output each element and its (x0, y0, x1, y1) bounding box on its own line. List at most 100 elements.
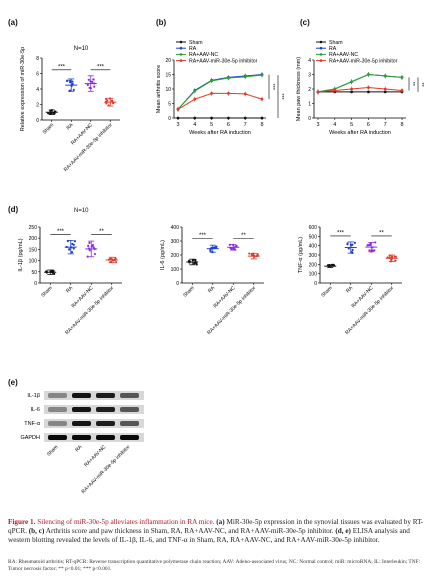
y-tick-label: 0 (176, 281, 179, 287)
y-tick-label: 3 (308, 73, 311, 79)
x-tick-label: 3 (176, 122, 179, 128)
legend-label: RA+AAV-miR-30e-5p inhibitor (189, 58, 258, 64)
blot-strip (44, 419, 144, 428)
y-axis-label: IL-1β (pg/mL) (18, 238, 24, 271)
caption-figure-label: Figure 1. (8, 518, 36, 526)
data-point (66, 79, 69, 82)
significance-label: *** (58, 64, 66, 70)
x-tick-label: 8 (260, 122, 263, 128)
significance-label: ** (379, 230, 384, 236)
series-point (210, 116, 213, 120)
data-point (104, 97, 108, 100)
y-tick-label: 0 (168, 116, 171, 122)
x-tick-label: Sham (42, 122, 55, 135)
data-point (72, 247, 75, 250)
data-point (351, 248, 354, 252)
significance-label: ** (99, 229, 104, 235)
y-axis-label: TNF-α (pg/mL) (298, 237, 304, 273)
panel-c-letter: (c) (300, 18, 310, 27)
data-point (73, 240, 77, 243)
series-line (317, 87, 403, 93)
legend-label: Sham (189, 40, 203, 46)
y-axis-label: Relative expression of miR-30e-5p (20, 47, 26, 131)
legend-marker (319, 59, 323, 62)
y-tick-label: 150 (29, 247, 38, 253)
y-tick-label: 100 (309, 272, 318, 278)
y-tick-label: 100 (171, 267, 180, 273)
caption-text-a: MiR-30e-5p expression in the synovial ti… (8, 518, 424, 535)
data-point (91, 243, 95, 247)
data-point (371, 249, 374, 252)
data-point (86, 255, 89, 258)
data-point (115, 261, 118, 264)
significance-label: ** (241, 233, 246, 239)
x-tick-label: RA (66, 122, 76, 132)
x-tick-label: 7 (244, 122, 247, 128)
blot-band (72, 435, 91, 440)
y-axis-label: IL-6 (pg/mL) (160, 240, 166, 270)
data-point (373, 249, 376, 252)
x-tick-label: 8 (400, 122, 403, 128)
panel-d-n-label: N=10 (74, 208, 89, 214)
data-point (71, 242, 74, 246)
y-tick-label: 300 (171, 239, 180, 245)
data-point (350, 250, 353, 254)
data-point (87, 78, 90, 81)
y-axis-label: Mean paw thickness (mm) (296, 57, 302, 121)
series-point (367, 90, 370, 94)
data-point (70, 251, 74, 254)
significance-label: *** (57, 229, 65, 235)
data-point (394, 255, 397, 258)
y-tick-label: 5 (168, 102, 171, 108)
x-tick-label: 6 (367, 122, 370, 128)
y-tick-label: 200 (171, 253, 180, 259)
blot-band (120, 435, 139, 440)
data-point (374, 241, 377, 244)
y-tick-label: 10 (165, 87, 171, 93)
y-tick-label: 500 (309, 234, 318, 240)
lane-label: RA (74, 444, 84, 454)
significance-label: ** (418, 83, 424, 88)
x-tick-label: RA (65, 285, 75, 295)
data-point (93, 85, 96, 88)
data-point (69, 79, 72, 82)
blot-strip (44, 433, 144, 442)
blot-band (96, 435, 115, 440)
x-tick-label: 4 (193, 122, 196, 128)
data-point (53, 112, 56, 115)
data-point (394, 259, 397, 262)
x-tick-label: 5 (350, 122, 353, 128)
series-line (177, 74, 263, 110)
significance-label: *** (337, 230, 345, 236)
blot-band (120, 421, 139, 426)
y-tick-label: 100 (29, 259, 38, 265)
series-line (177, 92, 263, 110)
legend-label: RA+AAV-NC (189, 52, 218, 58)
data-point (209, 249, 212, 253)
significance-label: *** (199, 233, 207, 239)
legend-label: RA+AAV-miR-30e-5p inhibitor (329, 58, 398, 64)
data-point (92, 78, 95, 81)
blot-band (72, 407, 91, 412)
y-tick-label: 400 (171, 225, 180, 231)
legend-label: RA (189, 46, 197, 52)
series-line (317, 73, 403, 93)
series-point (193, 116, 197, 120)
y-axis-label: Mean arthritis score (156, 65, 162, 113)
data-point (195, 263, 198, 266)
y-tick-label: 50 (31, 270, 37, 276)
y-tick-label: 15 (165, 73, 171, 79)
x-tick-label: RA (207, 285, 217, 295)
blot-band (48, 435, 67, 440)
x-tick-label: 4 (333, 122, 336, 128)
x-tick-label: Sham (40, 285, 53, 298)
panel-e-letter: (e) (8, 378, 18, 387)
data-point (52, 269, 55, 273)
y-tick-label: 400 (309, 244, 318, 250)
figure-caption: Figure 1. Silencing of miR-30e-5p allevi… (8, 518, 428, 545)
y-tick-label: 250 (29, 225, 38, 231)
y-tick-label: 4 (308, 58, 311, 64)
data-point (248, 252, 251, 255)
